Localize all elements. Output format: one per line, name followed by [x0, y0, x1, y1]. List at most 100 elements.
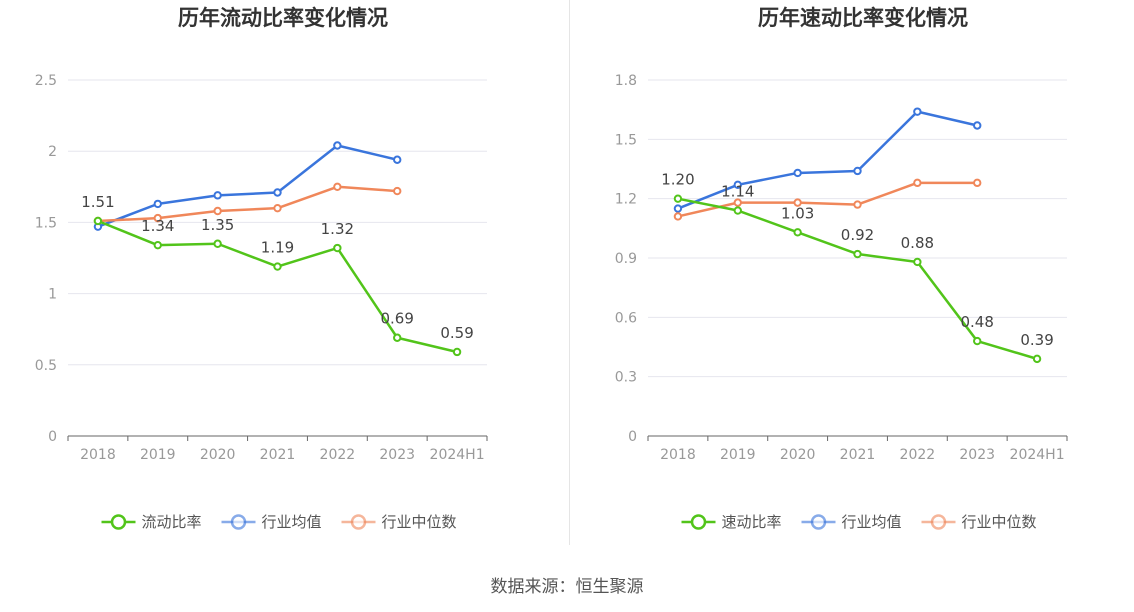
data-label: 1.19 [261, 239, 294, 257]
data-point [853, 200, 862, 209]
data-point [853, 166, 862, 176]
data-label: 1.03 [781, 204, 814, 222]
data-label: 1.34 [141, 217, 174, 235]
series-line-2 [97, 185, 398, 223]
series-line-1 [677, 110, 978, 210]
series-line-0 [677, 197, 1038, 361]
data-point [673, 194, 683, 203]
legend-item[interactable]: 速动比率 [681, 513, 782, 531]
series-line-1 [97, 144, 398, 228]
data-point [973, 336, 982, 346]
x-tick-label: 2019 [720, 447, 756, 463]
chart-title: 历年流动比率变化情况 [178, 6, 388, 30]
data-source-label: 数据来源：恒生聚源 [490, 577, 644, 597]
data-label: 0.59 [440, 324, 473, 342]
x-tick-label: 2020 [200, 447, 236, 463]
legend-label: 行业均值 [262, 513, 322, 531]
data-point [973, 178, 982, 188]
legend-item[interactable]: 行业中位数 [341, 513, 457, 531]
data-point [913, 257, 922, 267]
y-tick-label: 0 [48, 429, 57, 445]
chart-title: 历年速动比率变化情况 [758, 6, 968, 30]
legend-label: 行业中位数 [962, 513, 1037, 531]
quick-ratio-chart: 历年速动比率变化情况 0 0.3 0.6 0.9 1.2 1.5 1.8 2018 2019 202… [580, 0, 1134, 560]
current-ratio-chart: 历年流动比率变化情况 0 0.5 1 1.5 2 2.5 2018 2019 2020 2021 20… [0, 0, 567, 560]
y-tick-label: 1.5 [615, 132, 637, 148]
legend-label: 行业中位数 [382, 513, 457, 531]
x-tick-label: 2018 [80, 447, 116, 463]
data-label: 1.32 [321, 220, 354, 238]
y-tick-label: 1 [48, 287, 57, 303]
data-point [733, 180, 742, 190]
x-tick-label: 2023 [959, 447, 995, 463]
y-tick-label: 1.8 [615, 73, 637, 89]
data-label: 0.48 [961, 313, 994, 331]
data-point [1032, 354, 1042, 364]
y-tick-label: 0.3 [615, 370, 637, 386]
x-tick-label: 2024H1 [430, 447, 485, 463]
legend-item[interactable]: 行业均值 [801, 513, 902, 531]
data-label: 1.35 [201, 216, 234, 234]
data-point [213, 206, 222, 216]
x-tick-label: 2018 [660, 447, 696, 463]
y-tick-label: 2 [48, 144, 57, 160]
data-point [793, 168, 802, 178]
data-point [393, 155, 402, 164]
chart-divider [569, 0, 570, 545]
legend-item[interactable]: 行业中位数 [921, 513, 1037, 531]
data-label: 0.92 [841, 226, 874, 244]
data-point [273, 262, 282, 271]
data-point [213, 191, 222, 200]
y-tick-label: 0 [628, 429, 637, 445]
data-point [153, 199, 162, 209]
data-point [853, 249, 862, 259]
data-point [393, 333, 402, 342]
legend-marker [810, 514, 827, 530]
data-point [913, 178, 922, 188]
data-point [913, 107, 922, 116]
legend-marker [350, 514, 367, 530]
data-point [452, 347, 462, 357]
data-point [673, 204, 683, 213]
data-label: 0.39 [1020, 331, 1053, 349]
legend-label: 行业均值 [842, 513, 902, 531]
x-tick-label: 2021 [260, 447, 296, 463]
legend-item[interactable]: 行业均值 [221, 513, 322, 531]
data-label: 1.20 [661, 171, 694, 189]
x-tick-label: 2023 [379, 447, 415, 463]
x-tick-label: 2020 [780, 447, 816, 463]
data-point [273, 203, 282, 213]
x-tick-label: 2022 [900, 447, 936, 463]
data-point [153, 240, 162, 250]
y-tick-label: 0.9 [615, 251, 637, 267]
data-label: 1.51 [81, 193, 114, 211]
data-point [333, 182, 342, 192]
data-label: 1.14 [721, 183, 754, 201]
data-point [93, 216, 103, 226]
data-point [973, 121, 982, 130]
data-point [733, 198, 742, 207]
legend-item[interactable]: 流动比率 [101, 513, 202, 531]
legend-marker [230, 514, 247, 530]
data-point [213, 239, 222, 248]
data-point [793, 198, 802, 207]
legend-label: 流动比率 [142, 513, 202, 531]
series-line-2 [677, 181, 978, 218]
x-tick-label: 2019 [140, 447, 176, 463]
data-point [273, 188, 282, 197]
data-point [793, 228, 802, 237]
data-label: 0.88 [901, 234, 934, 252]
data-point [673, 212, 683, 221]
legend-label: 速动比率 [722, 513, 782, 531]
data-point [153, 213, 162, 223]
data-point [333, 243, 342, 253]
y-tick-label: 0.6 [615, 310, 637, 326]
legend-marker [690, 514, 707, 530]
x-tick-label: 2024H1 [1010, 447, 1065, 463]
x-tick-label: 2021 [840, 447, 876, 463]
data-point [393, 186, 402, 196]
y-tick-label: 2.5 [35, 73, 57, 89]
x-tick-label: 2022 [320, 447, 356, 463]
legend-marker [110, 514, 127, 530]
chart-svg-0: 历年流动比率变化情况 0 0.5 1 1.5 2 2.5 2018 2019 2020 2021 20… [35, 6, 488, 531]
